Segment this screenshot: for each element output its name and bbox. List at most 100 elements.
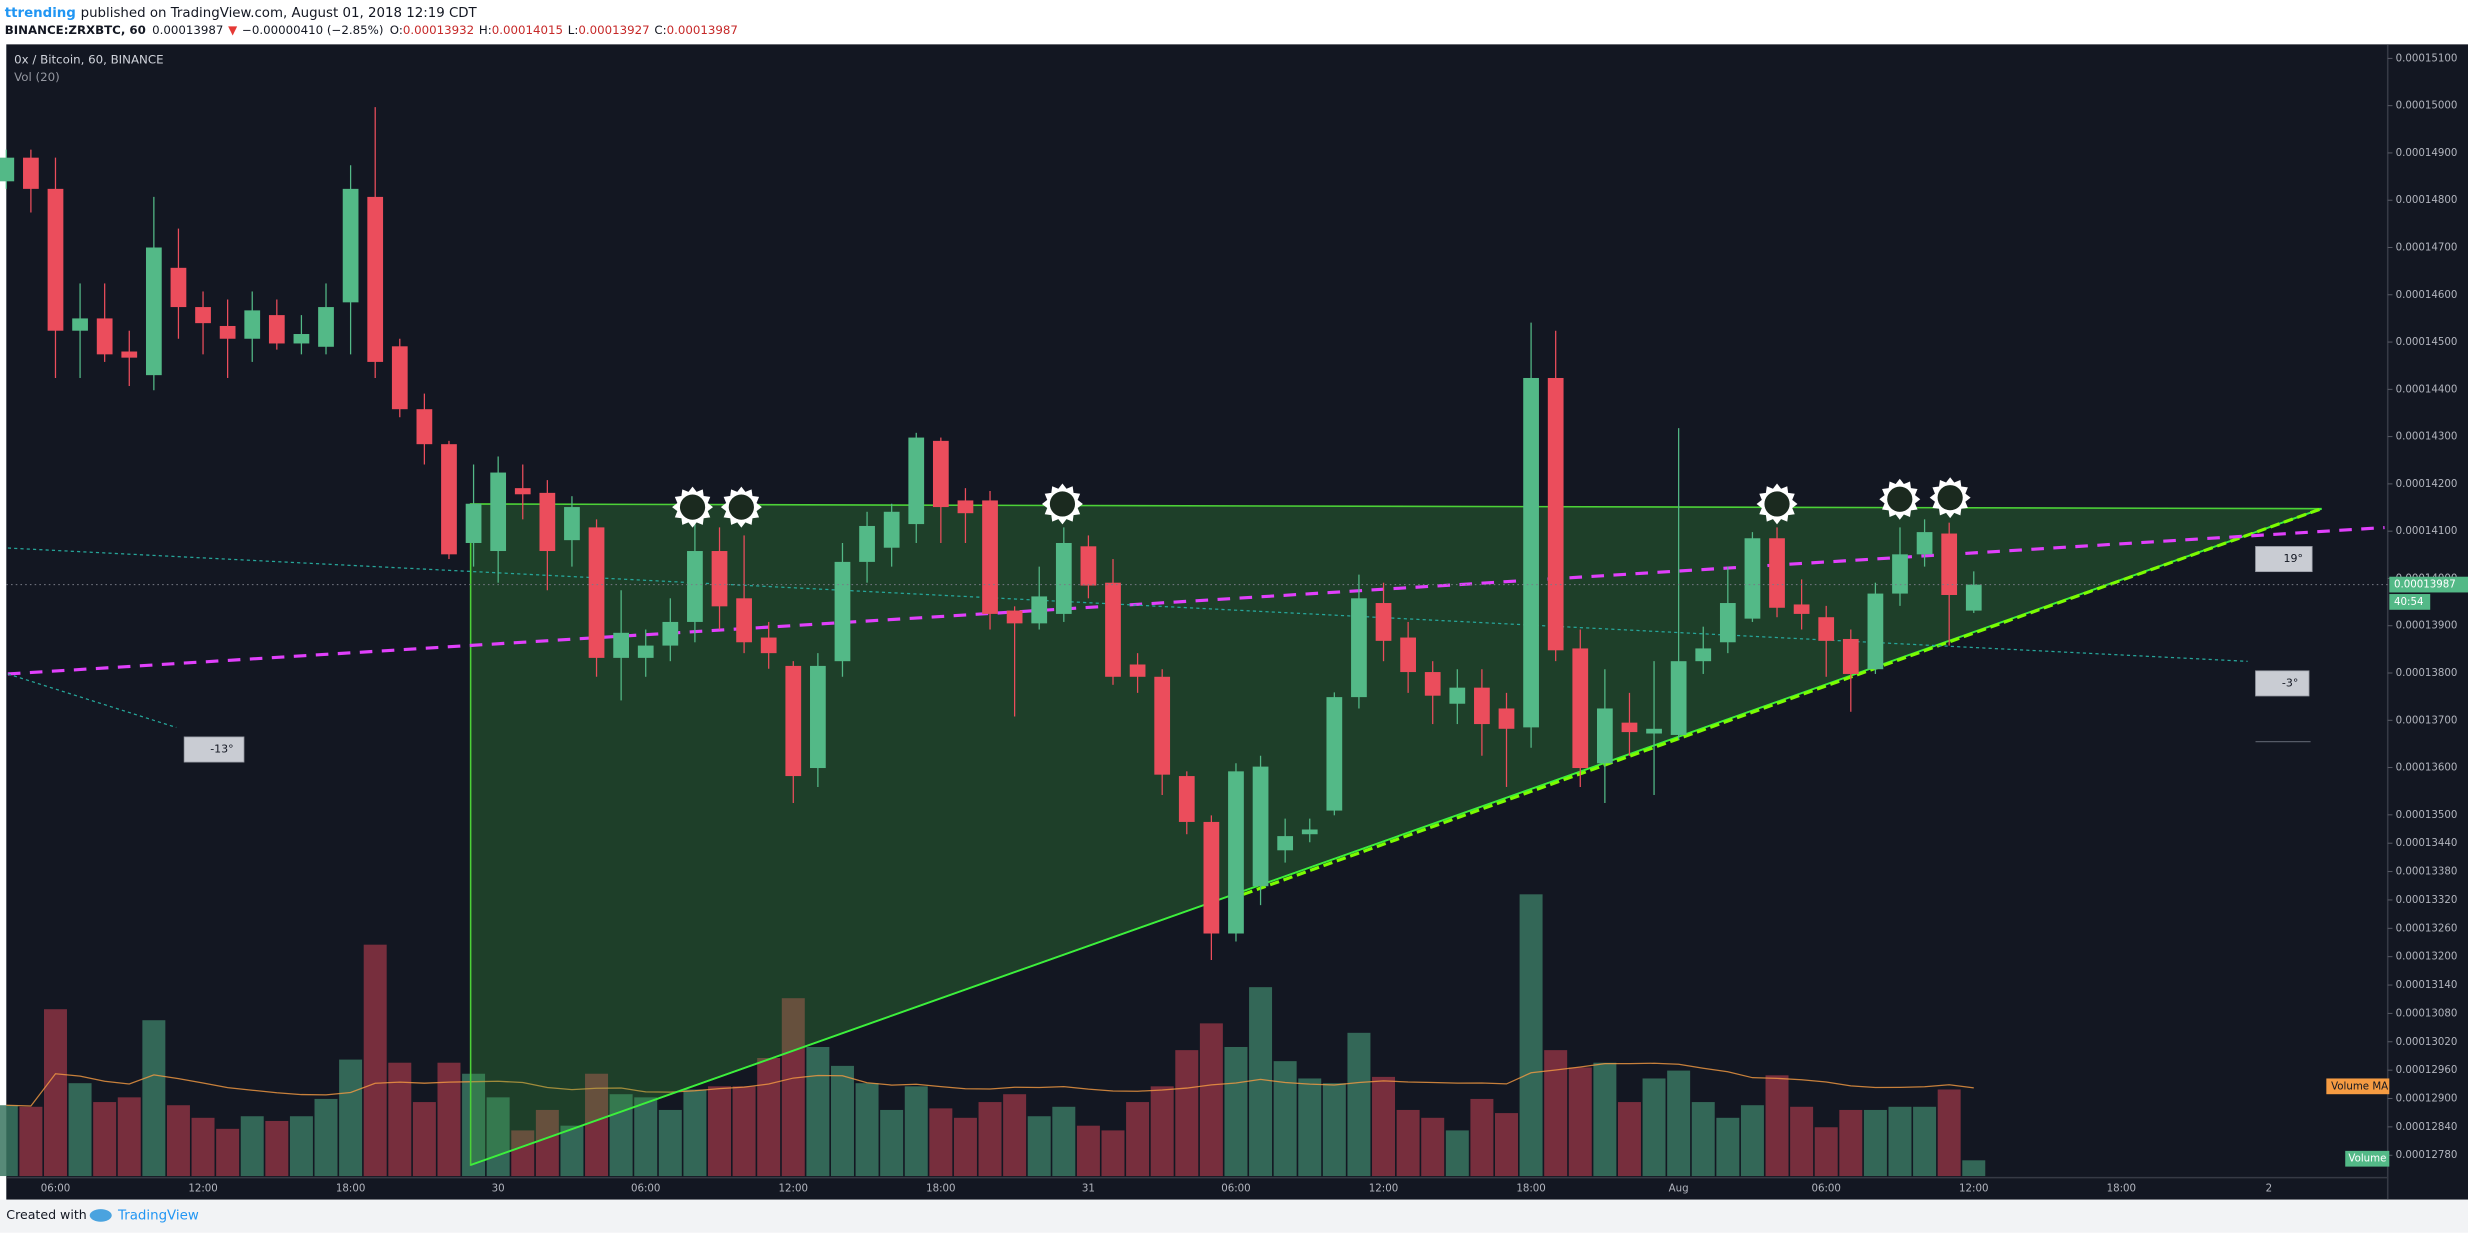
volume-bar [1224,1046,1248,1177]
y-tick-label: 0.00014800 [2396,195,2458,206]
candle-body [514,488,531,495]
footer-created: Created with [6,1207,86,1222]
candle-body [1351,598,1367,698]
candle-body [490,472,507,552]
magenta-trend[interactable] [7,525,2385,676]
candle-body [1498,708,1515,729]
volume-bar [658,1109,682,1177]
candle-body [1252,766,1269,887]
volume-bar [1273,1061,1297,1177]
angle-label: -3° [2282,676,2298,689]
candle-body [1228,771,1244,934]
volume-bar [560,1125,584,1177]
y-tick-label: 0.00013080 [2396,1008,2458,1019]
candle-body [957,500,974,514]
y-tick-label: 0.00014500 [2396,337,2458,348]
candle-body [47,188,64,331]
candle-body [1744,538,1761,619]
support-dashed[interactable] [1242,507,2323,896]
volume-bar [953,1117,977,1177]
volume-bar [1863,1109,1887,1177]
sun-icon [1041,483,1083,525]
volume-label: Volume [2348,1154,2386,1165]
y-tick-label: 0.00012780 [2396,1150,2458,1161]
volume-bar [757,1058,781,1177]
author[interactable]: ttrending [5,6,76,21]
volume-bar [1765,1075,1789,1177]
volume-bar [437,1062,461,1177]
y-tick-label: 0.00014100 [2396,526,2458,537]
candle-body [195,307,211,324]
volume-bar [1790,1106,1814,1177]
volume-bar [1544,1050,1568,1177]
candle-body [1301,829,1318,835]
countdown-label: 40:54 [2394,597,2423,608]
volume-bar [634,1097,658,1177]
x-tick-label: 06:00 [1811,1184,1840,1195]
candle-body [1449,687,1466,704]
candle-body [465,503,482,543]
candle-body [1105,582,1121,677]
volume-bar [806,1046,830,1177]
volume-bar [1568,1067,1592,1177]
candle-body [441,444,457,555]
candle-body [1621,722,1638,733]
volume-bar [1913,1106,1937,1177]
countdown-tag [2389,594,2431,610]
sun-core [1937,485,1963,511]
x-tick-label: 2 [2266,1184,2273,1195]
footer-bg [0,1199,2468,1233]
candle-body [1178,776,1195,822]
sun-icon [1929,477,1971,519]
x-tick-label: 12:00 [188,1184,217,1195]
volume-bar [855,1083,879,1177]
candle-body [1277,836,1294,851]
candle-body [1326,697,1343,811]
volume-bar [166,1105,190,1177]
sun-core [679,494,706,520]
candle-body [1892,554,1908,594]
volume-bar [1372,1076,1396,1177]
candle-body [736,598,752,643]
candle-body [883,511,900,548]
candle-body [268,315,285,344]
support-line[interactable] [470,507,2322,1166]
footer-brand[interactable]: TradingView [117,1208,199,1223]
y-tick-label: 0.00013020 [2396,1037,2458,1048]
volume-bar [314,1098,338,1177]
candle-body [908,437,925,525]
chart-title: 0x / Bitcoin, 60, BINANCE [14,53,163,67]
volume-bar [683,1089,707,1177]
teal-trend[interactable] [7,547,2248,662]
angle-label: -13° [210,743,233,756]
x-tick-label: 06:00 [1221,1184,1250,1195]
volume-bar [1716,1117,1740,1177]
candle-body [1793,604,1810,614]
candle-body [1916,532,1933,555]
volume-bar [1962,1160,1986,1177]
candle-body [1203,821,1220,934]
volume-bar [1888,1106,1912,1177]
candle-body [1695,648,1712,662]
x-tick-label: 06:00 [41,1184,70,1195]
ohlc-value: 0.00013927 [578,23,649,37]
last-price-tag [2389,576,2468,593]
sun-icon [1879,478,1921,520]
candle-body [711,551,728,607]
volume-bar [1199,1023,1223,1177]
candle-body [318,307,334,347]
candle-body [1965,584,1982,611]
candle-body [293,334,310,344]
volume-bar [1740,1105,1764,1177]
candle-body [1646,728,1662,734]
y-tick-label: 0.00013600 [2396,763,2458,774]
volume-bar [1814,1127,1838,1177]
candle-body [588,527,605,658]
volume-bar [1249,987,1273,1177]
y-tick-label: 0.00013440 [2396,838,2458,849]
candle-body [1375,603,1392,641]
sun-icon [1756,483,1798,525]
teal-trend[interactable] [7,673,177,729]
volume-bar [781,998,805,1177]
